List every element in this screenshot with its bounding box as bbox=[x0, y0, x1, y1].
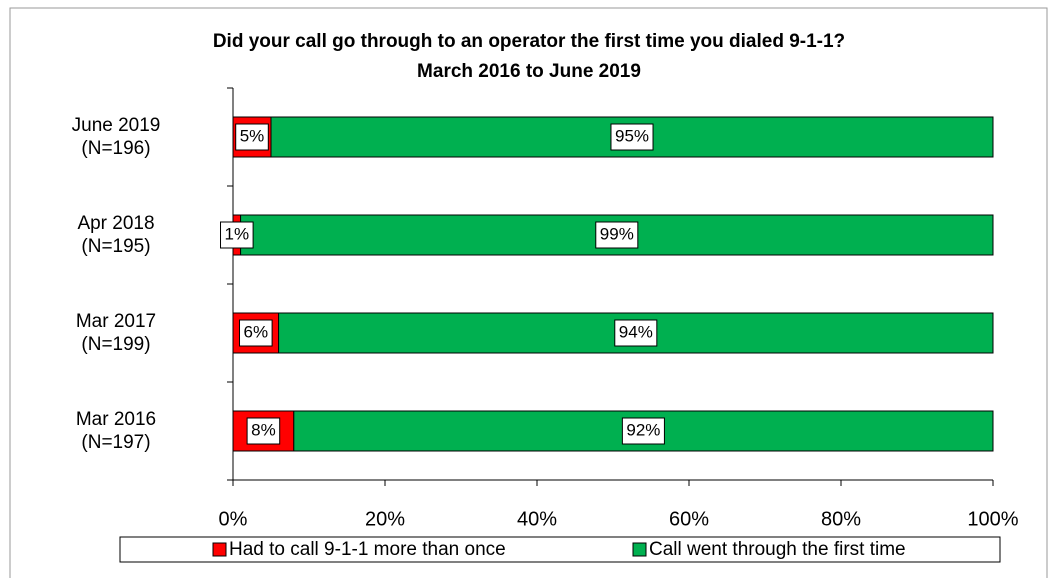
y-tick-label: Mar 2017 (N=199) bbox=[75, 311, 157, 355]
chart-title: Did your call go through to an operator … bbox=[213, 31, 845, 52]
legend-swatch bbox=[632, 542, 647, 557]
data-label-box bbox=[595, 221, 639, 249]
data-label-box bbox=[621, 417, 665, 445]
data-label: 95% bbox=[615, 126, 649, 145]
legend-label: Call went through the first time bbox=[649, 539, 906, 560]
data-label-box bbox=[610, 123, 654, 151]
chart-subtitle: March 2016 to June 2019 bbox=[417, 61, 641, 82]
legend-label: Had to call 9-1-1 more than once bbox=[229, 539, 506, 560]
data-label-box bbox=[246, 417, 281, 445]
data-label-box bbox=[614, 319, 658, 347]
x-tick-label: 0% bbox=[219, 508, 248, 530]
data-label: 94% bbox=[619, 322, 653, 341]
chart-frame bbox=[9, 7, 1048, 578]
data-label: 6% bbox=[244, 322, 269, 341]
x-tick-label: 40% bbox=[517, 508, 557, 530]
x-tick-label: 80% bbox=[821, 508, 861, 530]
data-label: 8% bbox=[251, 420, 276, 439]
data-label-box bbox=[235, 123, 269, 151]
data-label-box bbox=[239, 319, 273, 347]
x-tick-label: 60% bbox=[669, 508, 709, 530]
data-label: 92% bbox=[626, 420, 660, 439]
y-tick-label: June 2019 (N=196) bbox=[71, 115, 161, 159]
data-label-box bbox=[220, 221, 254, 249]
y-tick-label: Mar 2016 (N=197) bbox=[75, 409, 157, 453]
x-tick-label: 100% bbox=[967, 508, 1018, 530]
data-label: 1% bbox=[225, 224, 250, 243]
y-tick-label: Apr 2018 (N=195) bbox=[77, 213, 155, 257]
legend-swatch bbox=[212, 542, 227, 557]
data-label: 5% bbox=[240, 126, 265, 145]
data-label: 99% bbox=[600, 224, 634, 243]
x-tick-label: 20% bbox=[365, 508, 405, 530]
legend-box bbox=[119, 536, 1001, 563]
